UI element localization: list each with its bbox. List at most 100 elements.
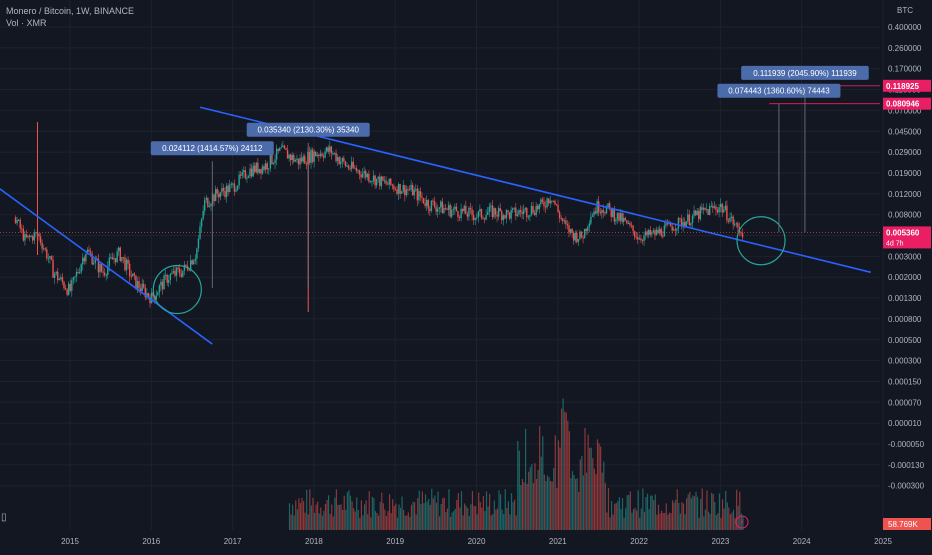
candle-body: [513, 207, 515, 209]
candle-body: [275, 148, 278, 160]
candle-body: [590, 216, 592, 224]
candle-body: [555, 204, 558, 206]
candle-body: [512, 208, 514, 211]
candle-body: [327, 147, 329, 152]
candle-body: [175, 267, 178, 276]
candle-body: [540, 199, 542, 205]
candle-body: [315, 151, 317, 157]
candle-body: [52, 259, 54, 278]
volume-bar: [293, 515, 295, 530]
volume-bar: [348, 490, 350, 530]
candle-body: [155, 295, 157, 300]
candle-body: [391, 184, 394, 186]
x-tick-label: 2024: [793, 537, 811, 546]
trendline-1: [0, 188, 213, 345]
y-tick-label: 0.001300: [888, 294, 922, 303]
candle-body: [330, 146, 333, 154]
y-tick-label: 0.170000: [888, 65, 922, 74]
volume-bar: [490, 515, 492, 530]
candle-body: [730, 216, 733, 218]
volume-bar: [662, 513, 664, 530]
candle-body: [22, 228, 25, 241]
volume-bar: [370, 517, 372, 530]
candle-body: [82, 257, 84, 265]
candle-body: [716, 209, 719, 213]
candle-body: [105, 275, 107, 277]
volume-bar: [288, 503, 291, 530]
volume-bar: [418, 490, 420, 530]
candle-body: [53, 273, 56, 278]
volume-bar: [351, 501, 353, 530]
candle-body: [235, 189, 237, 192]
candle-body: [383, 180, 386, 182]
volume-bar: [487, 506, 489, 530]
candle-body: [368, 173, 370, 182]
candle-body: [533, 212, 536, 216]
candle-body: [285, 148, 287, 150]
volume-bar: [476, 514, 478, 530]
volume-bar: [457, 493, 459, 530]
candle-body: [188, 269, 190, 271]
candle-body: [687, 214, 689, 222]
volume-bar: [551, 481, 553, 530]
volume-tag-box: [883, 518, 931, 530]
volume-bar: [385, 516, 388, 530]
candle-body: [302, 156, 304, 162]
volume-bar: [302, 501, 305, 530]
candle-body: [674, 229, 677, 231]
volume-bar: [454, 508, 456, 530]
candle-body: [440, 201, 442, 208]
candle-body: [183, 264, 186, 271]
volume-bar: [560, 408, 563, 530]
volume-bar: [495, 509, 497, 530]
candle-body: [443, 208, 445, 214]
candle-body: [415, 188, 417, 190]
volume-bar: [701, 488, 703, 530]
volume-bar: [607, 488, 610, 530]
candle-body: [599, 212, 601, 214]
candle-body: [616, 212, 619, 220]
candle-body: [635, 236, 637, 238]
x-tick-label: 2016: [142, 537, 160, 546]
candle-body: [641, 240, 644, 242]
candle-body: [116, 251, 118, 263]
candle-body: [560, 218, 562, 220]
volume-bar: [482, 496, 484, 530]
candle-body: [655, 229, 658, 236]
volume-bar: [415, 514, 417, 530]
candle-body: [294, 160, 297, 162]
volume-bar: [401, 496, 403, 530]
volume-bar: [349, 495, 352, 530]
volume-bar: [659, 513, 661, 530]
volume-bar: [617, 501, 619, 530]
y-tick-label: 0.045000: [888, 127, 922, 136]
volume-bar: [665, 503, 667, 530]
candle-body: [519, 210, 522, 212]
candle-body: [321, 153, 323, 157]
candle-body: [64, 288, 67, 290]
candle-body: [365, 171, 367, 178]
candle-body: [565, 220, 567, 225]
candle-body: [355, 168, 358, 171]
volume-bar: [601, 472, 603, 530]
sidebar-icon[interactable]: ▯: [1, 512, 7, 523]
candle-body: [734, 224, 736, 226]
candle-body: [308, 151, 311, 164]
candle-body: [465, 205, 467, 215]
candle-body: [682, 222, 684, 227]
candle-body: [114, 258, 117, 263]
volume-bar: [595, 474, 597, 530]
candle-body: [269, 154, 272, 169]
price-tag-box: [883, 226, 931, 249]
volume-bar: [453, 511, 455, 530]
candle-body: [124, 257, 126, 271]
candle-body: [168, 280, 170, 283]
candle-body: [457, 211, 459, 218]
candle-body: [352, 161, 354, 168]
candle-body: [718, 207, 720, 213]
measure-label-box: [246, 122, 370, 137]
candle-body: [144, 287, 146, 298]
candle-body: [14, 217, 17, 224]
